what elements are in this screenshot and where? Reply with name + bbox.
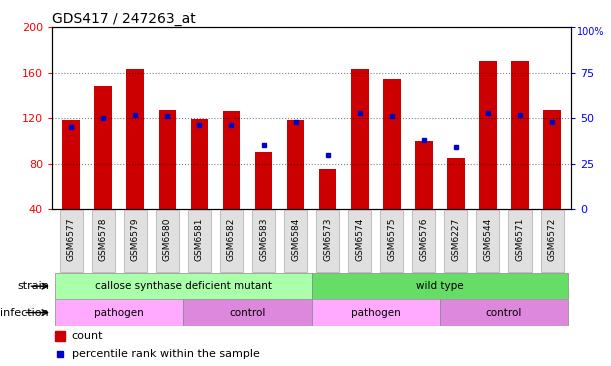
Text: GSM6572: GSM6572 bbox=[547, 218, 557, 261]
Bar bbox=[351, 70, 368, 209]
FancyBboxPatch shape bbox=[55, 299, 183, 326]
Bar bbox=[479, 61, 497, 209]
FancyBboxPatch shape bbox=[440, 299, 568, 326]
FancyBboxPatch shape bbox=[316, 210, 339, 272]
FancyBboxPatch shape bbox=[284, 210, 307, 272]
FancyBboxPatch shape bbox=[312, 299, 440, 326]
Text: strain: strain bbox=[17, 281, 49, 291]
Bar bbox=[62, 120, 80, 209]
Text: callose synthase deficient mutant: callose synthase deficient mutant bbox=[95, 281, 272, 291]
FancyBboxPatch shape bbox=[541, 210, 563, 272]
Bar bbox=[191, 119, 208, 209]
Text: pathogen: pathogen bbox=[94, 307, 144, 318]
Bar bbox=[511, 61, 529, 209]
FancyBboxPatch shape bbox=[348, 210, 371, 272]
Text: GSM6574: GSM6574 bbox=[355, 218, 364, 261]
Text: GSM6579: GSM6579 bbox=[131, 218, 140, 261]
Text: GSM6576: GSM6576 bbox=[419, 218, 428, 261]
FancyBboxPatch shape bbox=[477, 210, 499, 272]
Bar bbox=[158, 110, 176, 209]
FancyBboxPatch shape bbox=[188, 210, 211, 272]
Text: infection: infection bbox=[0, 307, 49, 318]
Text: GSM6227: GSM6227 bbox=[452, 218, 460, 261]
FancyBboxPatch shape bbox=[508, 210, 532, 272]
Text: GSM6577: GSM6577 bbox=[67, 218, 76, 261]
Bar bbox=[383, 79, 401, 209]
Bar bbox=[126, 70, 144, 209]
Text: GSM6544: GSM6544 bbox=[483, 218, 492, 261]
Bar bbox=[95, 86, 112, 209]
Bar bbox=[222, 111, 240, 209]
FancyBboxPatch shape bbox=[412, 210, 436, 272]
Text: 100%: 100% bbox=[577, 27, 604, 37]
FancyBboxPatch shape bbox=[55, 273, 312, 299]
Text: GSM6583: GSM6583 bbox=[259, 218, 268, 261]
Text: pathogen: pathogen bbox=[351, 307, 401, 318]
Text: wild type: wild type bbox=[416, 281, 464, 291]
Text: GSM6573: GSM6573 bbox=[323, 218, 332, 261]
Text: GSM6584: GSM6584 bbox=[291, 218, 300, 261]
FancyBboxPatch shape bbox=[156, 210, 179, 272]
Text: GSM6580: GSM6580 bbox=[163, 218, 172, 261]
Text: GSM6575: GSM6575 bbox=[387, 218, 397, 261]
FancyBboxPatch shape bbox=[124, 210, 147, 272]
FancyBboxPatch shape bbox=[183, 299, 312, 326]
Text: control: control bbox=[486, 307, 522, 318]
FancyBboxPatch shape bbox=[380, 210, 403, 272]
Text: percentile rank within the sample: percentile rank within the sample bbox=[71, 349, 260, 359]
FancyBboxPatch shape bbox=[92, 210, 115, 272]
Bar bbox=[415, 141, 433, 209]
Bar bbox=[255, 152, 273, 209]
FancyBboxPatch shape bbox=[220, 210, 243, 272]
Text: GSM6581: GSM6581 bbox=[195, 218, 204, 261]
Bar bbox=[319, 169, 337, 209]
Bar bbox=[287, 120, 304, 209]
Bar bbox=[447, 158, 465, 209]
Text: GDS417 / 247263_at: GDS417 / 247263_at bbox=[52, 12, 196, 26]
Text: count: count bbox=[71, 331, 103, 341]
Text: GSM6571: GSM6571 bbox=[516, 218, 524, 261]
Text: control: control bbox=[229, 307, 266, 318]
Text: GSM6582: GSM6582 bbox=[227, 218, 236, 261]
Text: GSM6578: GSM6578 bbox=[99, 218, 108, 261]
FancyBboxPatch shape bbox=[252, 210, 275, 272]
Bar bbox=[543, 110, 561, 209]
FancyBboxPatch shape bbox=[312, 273, 568, 299]
FancyBboxPatch shape bbox=[444, 210, 467, 272]
FancyBboxPatch shape bbox=[60, 210, 82, 272]
